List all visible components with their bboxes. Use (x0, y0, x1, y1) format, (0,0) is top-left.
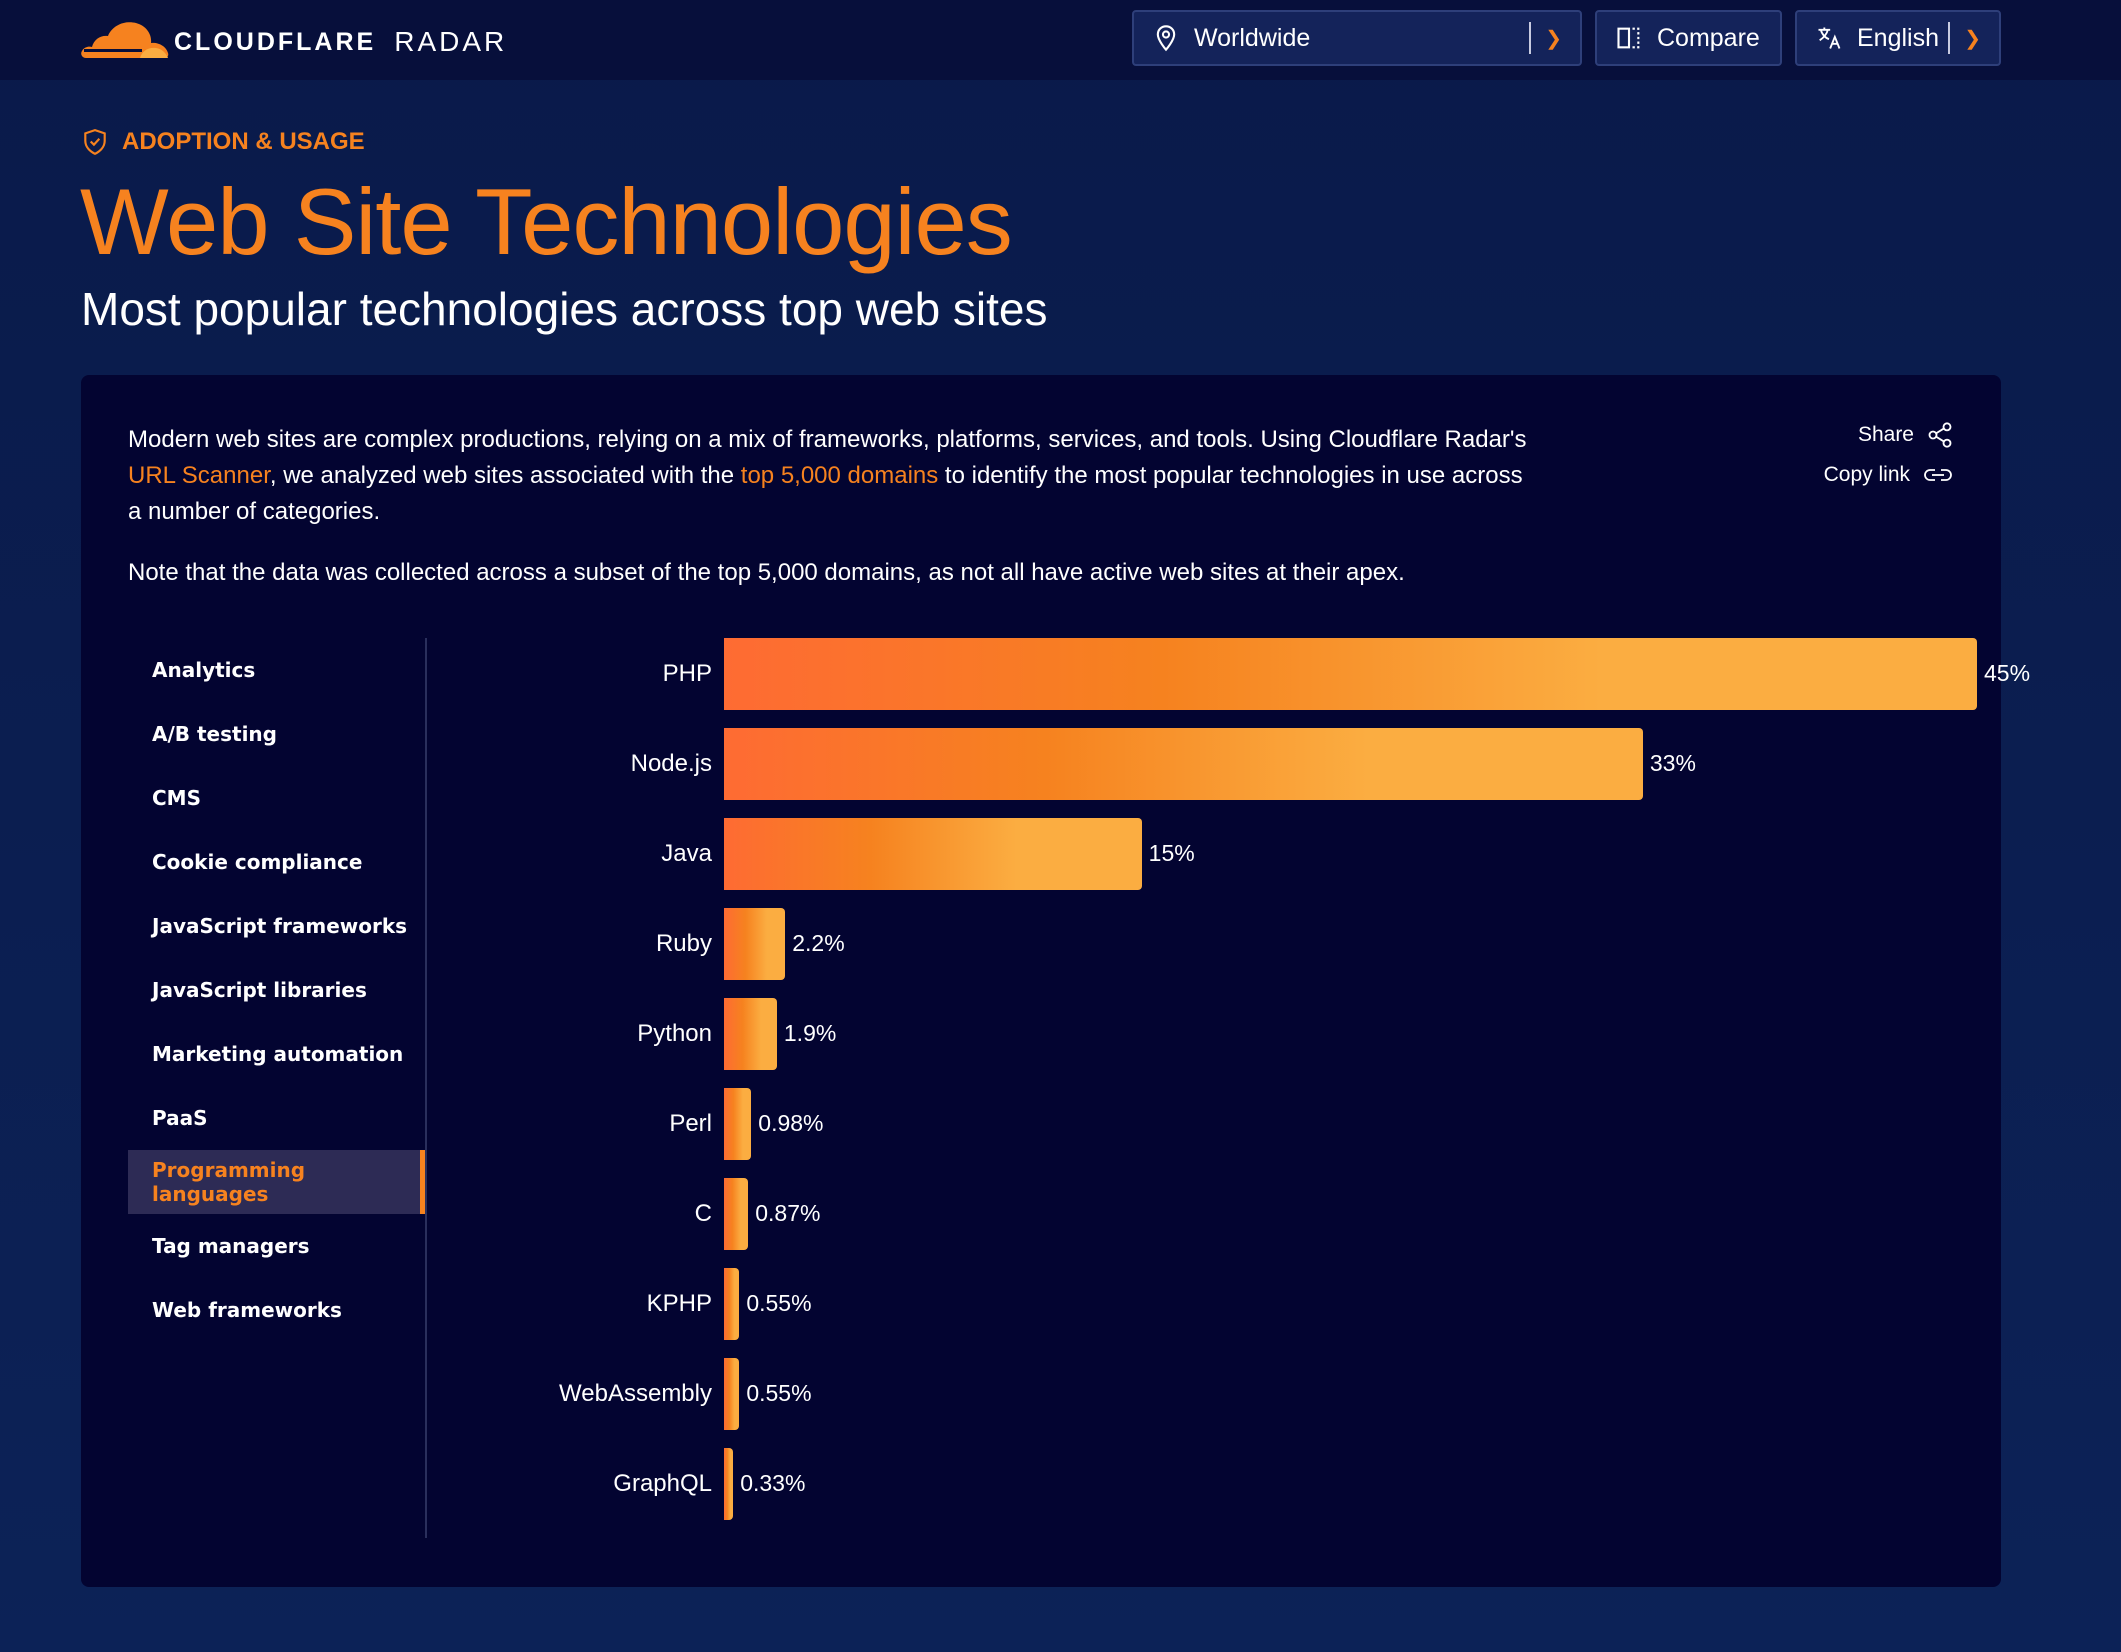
compare-icon (1617, 27, 1640, 49)
language-selector[interactable]: English ❯ (1795, 10, 2001, 66)
bar[interactable] (724, 998, 777, 1070)
divider (1529, 22, 1532, 54)
page-title: Web Site Technologies (80, 169, 1013, 274)
bar-label: KPHP (646, 1290, 712, 1317)
category-sidebar: Analytics A/B testing CMS Cookie compliance… (128, 638, 427, 1538)
bar[interactable] (724, 908, 786, 980)
sidebar-item-analytics[interactable]: Analytics (152, 658, 256, 682)
bar[interactable] (724, 1268, 740, 1340)
bar-value-label: 45% (1984, 660, 2031, 686)
bar-label: WebAssembly (559, 1380, 712, 1407)
bar-label: Ruby (655, 930, 712, 957)
description-text: Modern web sites are complex productions… (128, 426, 1527, 453)
description-text: to identify the most popular technologie… (128, 462, 1523, 525)
sidebar-item-javascript-frameworks[interactable]: JavaScript frameworks (152, 914, 408, 938)
bar[interactable] (724, 1448, 734, 1520)
sidebar-item-programming-languages[interactable]: Programming languages (128, 1150, 425, 1214)
card-description: Modern web sites are complex productions… (128, 422, 1528, 530)
sidebar-item-tag-managers[interactable]: Tag managers (152, 1234, 310, 1258)
bar-label: Perl (669, 1110, 712, 1137)
copy-link-button[interactable]: Copy link (1824, 463, 1954, 487)
bar-label: Node.js (630, 750, 712, 777)
page-subtitle: Most popular technologies across top web… (81, 283, 1048, 335)
location-value: Worldwide (1194, 23, 1311, 52)
bar[interactable] (724, 1178, 749, 1250)
bar-value-label: 15% (1148, 840, 1195, 866)
bar[interactable] (724, 1088, 752, 1160)
bar-label: PHP (662, 660, 712, 687)
eyebrow-label: ADOPTION & USAGE (122, 128, 365, 155)
bar-label: C (694, 1200, 712, 1227)
bar-label: Python (637, 1020, 712, 1047)
share-label: Share (1857, 423, 1914, 446)
top-navigation-bar: CLOUDFLARE RADAR Worldwide ❯ Compare Eng… (0, 0, 2121, 80)
sidebar-item-javascript-libraries[interactable]: JavaScript libraries (152, 978, 367, 1002)
chevron-down-icon[interactable]: ❯ (1964, 27, 1981, 50)
compare-label: Compare (1657, 23, 1760, 52)
compare-button[interactable]: Compare (1595, 10, 1782, 66)
url-scanner-link[interactable]: URL Scanner (128, 462, 270, 489)
bar[interactable] (724, 1358, 740, 1430)
location-pin-icon (1156, 25, 1176, 52)
chevron-down-icon[interactable]: ❯ (1545, 27, 1562, 50)
sidebar-item-cookie-compliance[interactable]: Cookie compliance (152, 850, 363, 874)
cloudflare-cloud-icon (81, 22, 169, 58)
sidebar-item-web-frameworks[interactable]: Web frameworks (152, 1298, 342, 1322)
share-icon (1928, 422, 1952, 448)
technologies-card: Modern web sites are complex productions… (81, 375, 2030, 1587)
bar-value-label: 0.55% (746, 1290, 812, 1316)
sidebar-item-paas[interactable]: PaaS (152, 1106, 208, 1130)
description-text: , we analyzed web sites associated with … (269, 462, 741, 489)
sidebar-item-a-b-testing[interactable]: A/B testing (152, 722, 277, 746)
logo-text: CLOUDFLARE (174, 27, 377, 56)
bar[interactable] (724, 728, 1643, 800)
bar-label: Java (661, 840, 712, 867)
bar[interactable] (724, 638, 1977, 710)
bar-value-label: 0.87% (755, 1200, 821, 1226)
link-icon (1924, 469, 1952, 481)
top-domains-link[interactable]: top 5,000 domains (740, 462, 939, 489)
translate-icon (1818, 27, 1841, 49)
logo-product: RADAR (394, 26, 508, 57)
divider (1948, 22, 1951, 54)
bar-value-label: 33% (1649, 750, 1696, 776)
bar-value-label: 0.33% (740, 1470, 806, 1496)
sidebar-item-cms[interactable]: CMS (152, 786, 201, 810)
bar-value-label: 1.9% (783, 1020, 837, 1046)
bar[interactable] (724, 818, 1142, 890)
bar-value-label: 0.98% (758, 1110, 824, 1136)
sidebar-item-marketing-automation[interactable]: Marketing automation (152, 1042, 404, 1066)
bar-value-label: 2.2% (792, 930, 845, 956)
bar-label: GraphQL (613, 1470, 712, 1497)
bar-value-label: 0.55% (746, 1380, 812, 1406)
section-eyebrow: ADOPTION & USAGE (82, 128, 365, 156)
programming-languages-chart: PHP 45% Node.js 33% Java 15% Ruby 2.2% Python 1.9… (427, 638, 2030, 1538)
copy-link-label: Copy link (1823, 463, 1910, 486)
shield-check-icon (84, 129, 106, 156)
share-button[interactable]: Share (1858, 421, 1954, 449)
card-note: Note that the data was collected across … (128, 559, 1405, 586)
cloudflare-radar-logo[interactable]: CLOUDFLARE RADAR (80, 18, 507, 60)
location-selector[interactable]: Worldwide ❯ (1132, 10, 1582, 66)
language-value: English (1857, 23, 1939, 52)
